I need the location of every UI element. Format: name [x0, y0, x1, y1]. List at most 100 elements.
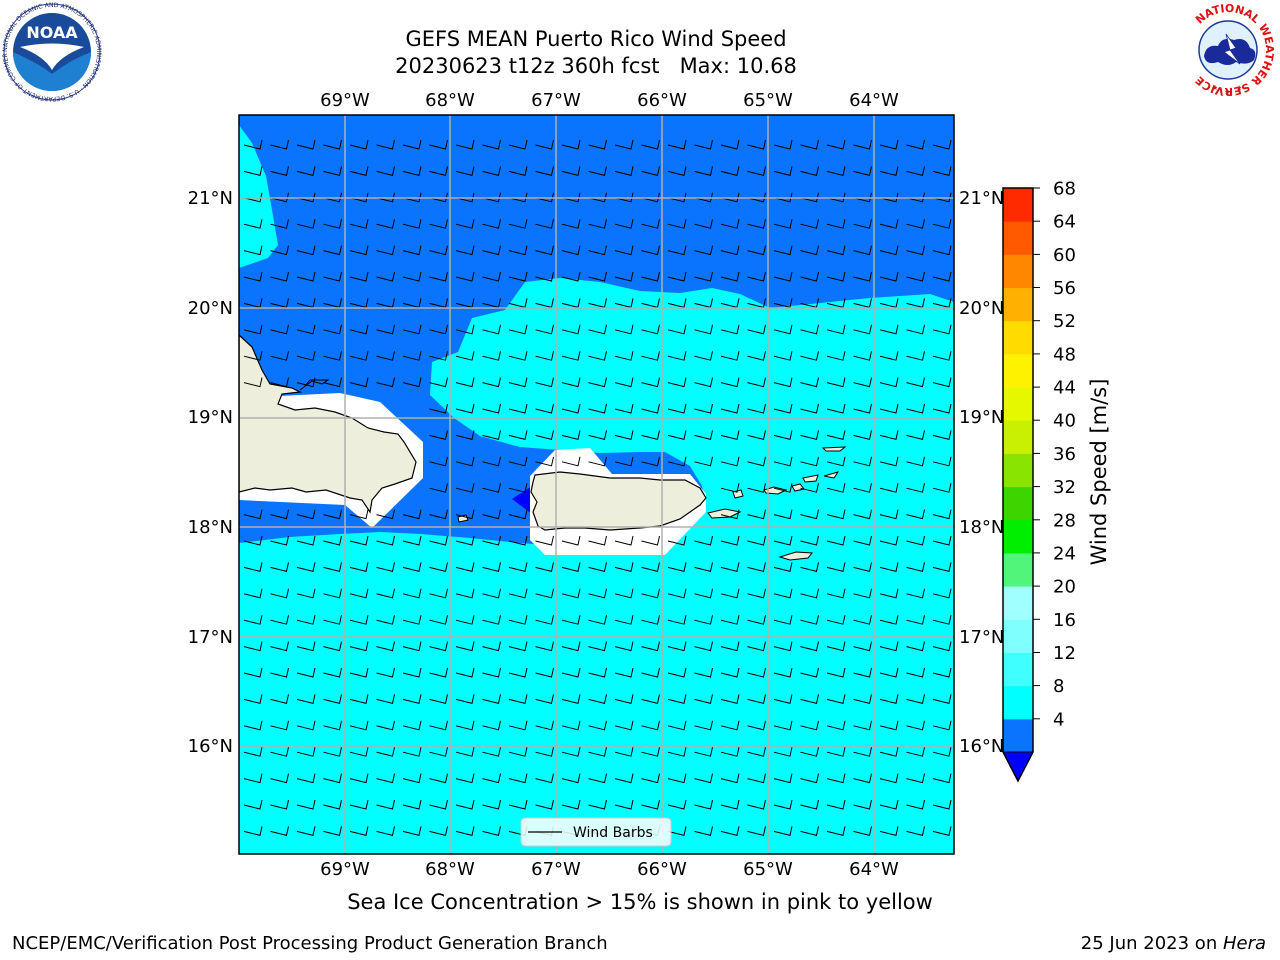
wind-barb [667, 720, 687, 731]
wind-barb [588, 456, 607, 467]
wind-barb [879, 166, 899, 177]
wind-barb [853, 166, 872, 177]
wind-barb [667, 192, 687, 203]
wind-barb [402, 747, 422, 757]
wind-barb [349, 615, 369, 625]
wind-barb [826, 245, 846, 256]
wind-barb [508, 271, 528, 282]
wind-barb [429, 641, 448, 652]
wind-barb [773, 588, 793, 599]
wind-barb [747, 826, 766, 837]
wind-barb [508, 219, 528, 229]
wind-barb [747, 747, 766, 757]
wind-barb [800, 562, 819, 573]
wind-barb [349, 245, 369, 256]
wind-barb [376, 667, 395, 678]
colorbar-tick-label: 28 [1053, 510, 1076, 531]
colorbar-band [1003, 188, 1033, 222]
wind-barb [906, 509, 925, 520]
wind-barb [270, 747, 289, 757]
wind-barb [720, 430, 740, 441]
wind-barb [429, 403, 448, 414]
wind-barb [429, 377, 448, 388]
wind-barb [747, 562, 766, 573]
colorbar-tick-label: 40 [1053, 411, 1076, 432]
wind-barb [561, 535, 581, 546]
wind-barb [402, 535, 422, 546]
credit-organization: NCEP/EMC/Verification Post Processing Pr… [12, 933, 608, 954]
wind-barb [535, 535, 554, 546]
wind-barb [720, 694, 740, 705]
colorbar-band [1003, 652, 1033, 687]
lon-label-bottom: 64°W [849, 859, 899, 880]
wind-barb [349, 139, 369, 150]
wind-barb [349, 351, 369, 361]
wind-barb [402, 588, 422, 599]
wind-barb [773, 377, 793, 388]
wind-barb [747, 324, 766, 335]
wind-barb [455, 694, 475, 705]
lon-label-top: 65°W [743, 90, 793, 111]
wind-barb [376, 641, 395, 652]
wind-barb [349, 826, 369, 837]
wind-barb [826, 588, 846, 599]
wind-barb [747, 799, 766, 810]
wind-barb [588, 799, 607, 810]
wind-barb [508, 430, 528, 441]
wind-barb [747, 667, 766, 678]
wind-barb [747, 720, 766, 731]
wind-barb [429, 351, 448, 361]
wind-barb [561, 588, 581, 599]
wind-barb [482, 219, 501, 229]
wind-barb [667, 562, 687, 573]
wind-barb [296, 377, 316, 388]
lat-label-right: 21°N [959, 188, 1004, 209]
wind-barb [694, 377, 713, 388]
wind-barb [932, 192, 952, 203]
wind-barb [826, 747, 846, 757]
lat-label-left: 20°N [188, 298, 233, 319]
wind-barb [376, 615, 395, 625]
wind-barb [482, 166, 501, 177]
colorbar-tick-label: 52 [1053, 311, 1076, 332]
wind-barb [455, 166, 475, 177]
wind-barb [243, 166, 263, 177]
wind-barb [588, 562, 607, 573]
wind-barb [349, 324, 369, 335]
wind-barb [535, 773, 554, 784]
wind-barb [747, 245, 766, 256]
wind-barb [349, 562, 369, 573]
wind-barb [429, 456, 448, 467]
wind-barb [932, 456, 952, 467]
wind-barb [641, 166, 660, 177]
wind-barb [853, 641, 872, 652]
wind-barb [773, 562, 793, 573]
wind-barb [906, 166, 925, 177]
wind-barb [323, 535, 342, 546]
lon-labels-top: 69°W 68°W 67°W 66°W 65°W 64°W [320, 90, 899, 111]
wind-barb [853, 562, 872, 573]
wind-barb [853, 799, 872, 810]
wind-barb [402, 139, 422, 150]
wind-barb [482, 403, 501, 414]
wind-barb [747, 192, 766, 203]
wind-barb [376, 351, 395, 361]
wind-barb [508, 192, 528, 203]
land-virgin-gorda [823, 471, 840, 479]
wind-barb [508, 641, 528, 652]
wind-barb [694, 694, 713, 705]
wind-barb [906, 694, 925, 705]
wind-barb [773, 747, 793, 757]
colorbar-tick-label: 4 [1053, 709, 1064, 730]
wind-barb [561, 324, 581, 335]
wind-barb [747, 403, 766, 414]
wind-barb [773, 245, 793, 256]
wind-barb [773, 403, 793, 414]
wind-barb [270, 139, 289, 150]
colorbar-band [1003, 685, 1033, 720]
wind-barb [720, 773, 740, 784]
wind-barb [747, 483, 766, 493]
wind-barb [323, 271, 342, 282]
wind-barb [270, 535, 289, 546]
wind-barb [694, 351, 713, 361]
